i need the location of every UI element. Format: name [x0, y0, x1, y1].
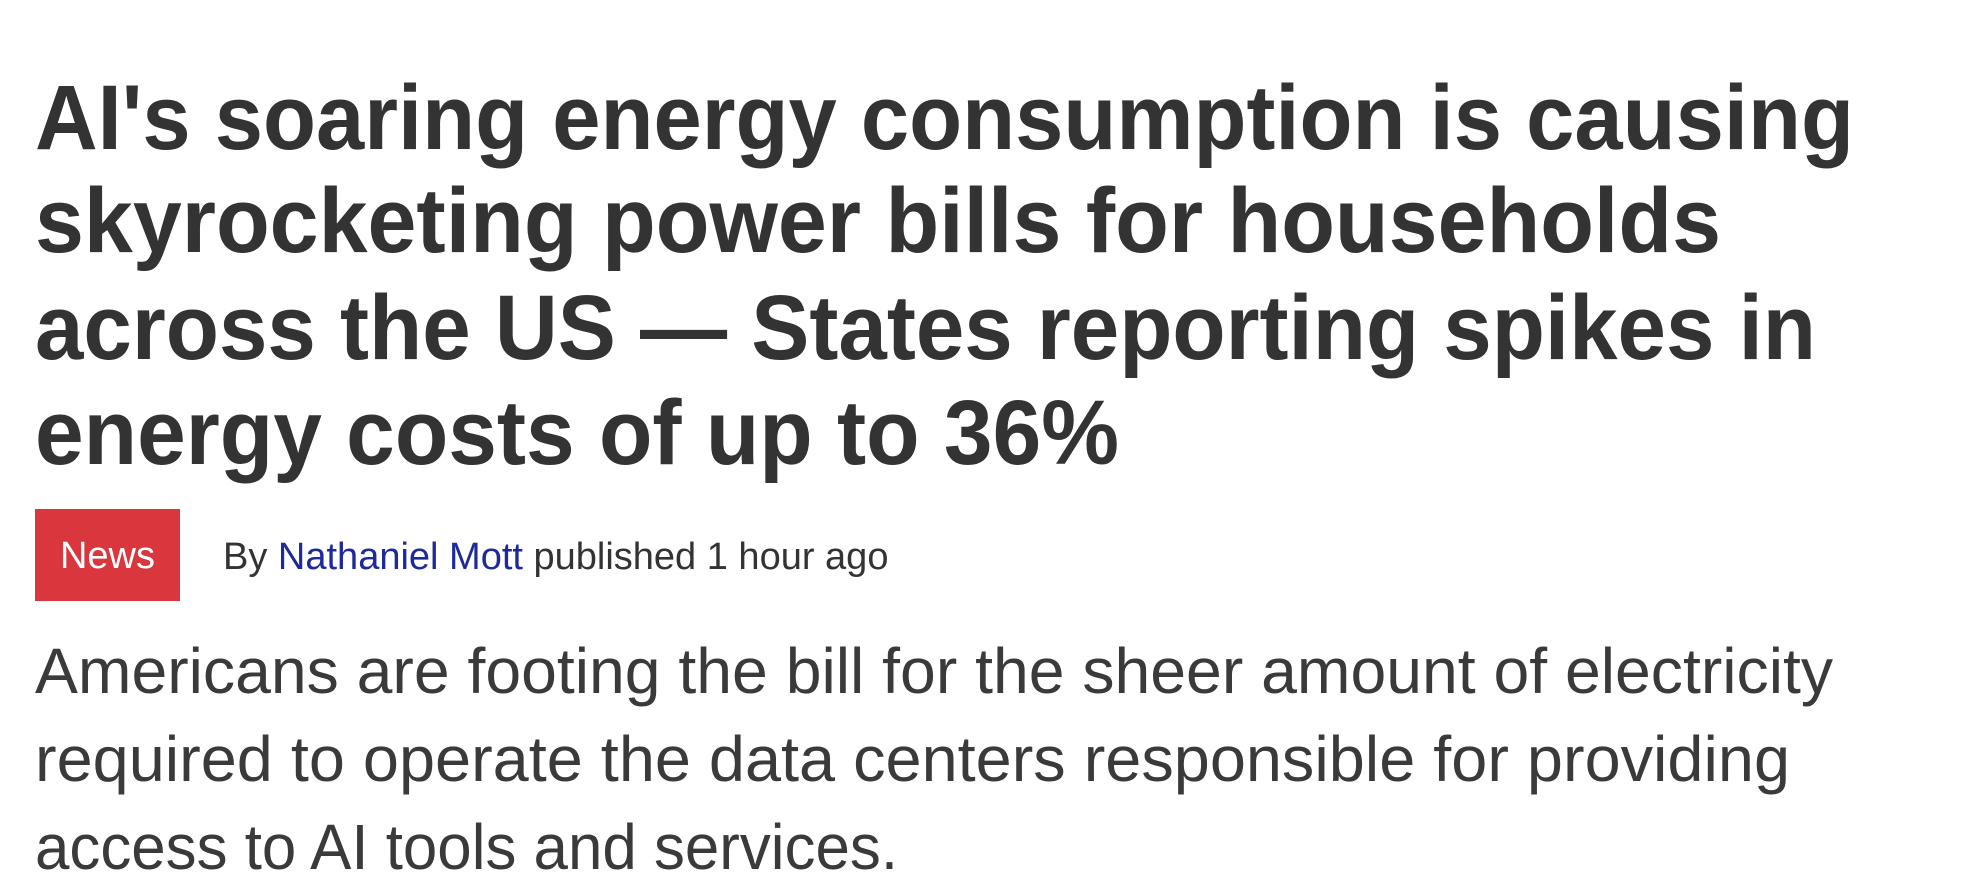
byline-prefix: By: [223, 536, 267, 578]
headline-line: across the US — States reporting spikes …: [35, 277, 1816, 379]
author-link[interactable]: Nathaniel Mott: [278, 536, 523, 578]
badge-label[interactable]: News: [60, 535, 155, 577]
category-badge[interactable]: News: [35, 509, 180, 601]
summary-line: required to operate the data centers res…: [35, 723, 1790, 795]
headline-line: energy costs of up to 36%: [35, 382, 1119, 484]
headline-line: AI's soaring energy consumption is causi…: [35, 67, 1854, 169]
byline: By Nathaniel Mott published 1 hour ago: [223, 536, 888, 578]
published-time: published 1 hour ago: [534, 536, 889, 578]
headline-line: skyrocketing power bills for households: [35, 170, 1721, 272]
summary-line: Americans are footing the bill for the s…: [35, 635, 1833, 707]
summary-line: access to AI tools and services.: [35, 811, 898, 883]
badge-background: [35, 509, 180, 601]
